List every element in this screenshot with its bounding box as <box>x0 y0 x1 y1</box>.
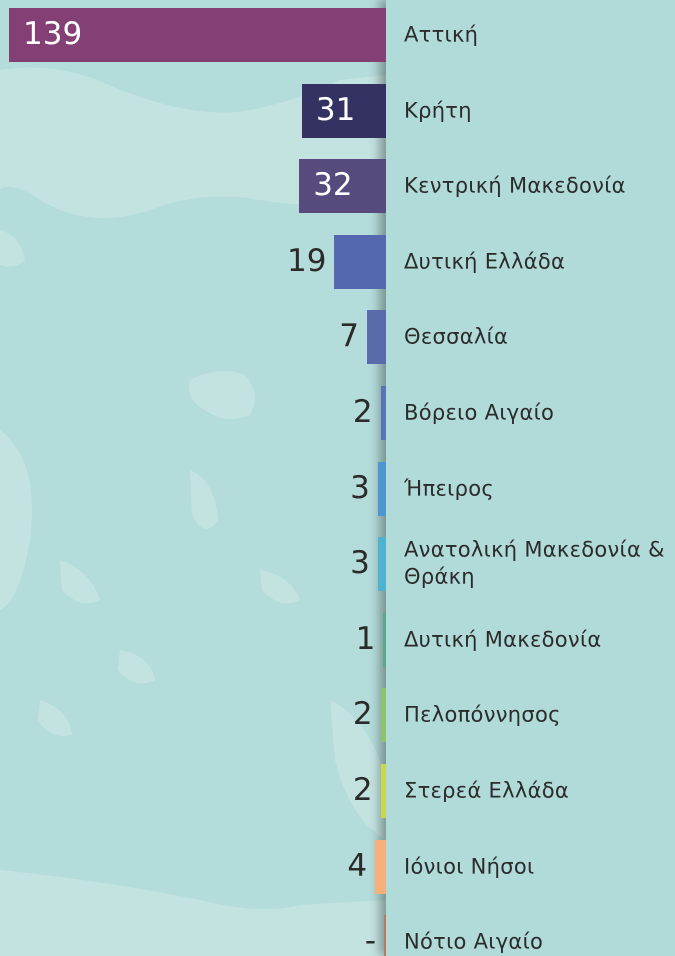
bar <box>334 234 386 289</box>
value-label: - <box>364 923 376 956</box>
bar <box>383 612 386 667</box>
category-label: Βόρειο Αιγαίο <box>404 400 555 425</box>
value-label: 2 <box>352 772 373 808</box>
bar <box>380 764 386 818</box>
bar <box>299 159 386 214</box>
legend-panel <box>386 0 675 956</box>
category-label: Νότιο Αιγαίο <box>404 929 544 954</box>
category-label: Πελοπόννησος <box>404 702 561 727</box>
bar <box>375 839 386 894</box>
bar <box>9 8 386 62</box>
bar <box>384 915 386 956</box>
category-label: Ιόνιοι Νήσοι <box>404 853 535 878</box>
value-label: 3 <box>350 469 370 506</box>
value-label: 31 <box>315 91 356 128</box>
value-label: 2 <box>352 394 373 430</box>
category-label: Αττική <box>404 22 479 47</box>
value-label: 7 <box>339 318 360 355</box>
category-label: Ήπειρος <box>404 475 494 500</box>
bar <box>377 461 386 516</box>
bar <box>380 386 386 440</box>
value-label: 139 <box>23 16 83 52</box>
bar <box>380 688 386 743</box>
category-label: Ανατολική Μακεδονία & Θράκη <box>404 537 665 590</box>
category-label: Κεντρική Μακεδονία <box>404 173 626 198</box>
value-label: 1 <box>355 620 376 657</box>
category-label: Δυτική Μακεδονία <box>404 627 602 652</box>
bar <box>367 310 386 365</box>
category-label: Στερεά Ελλάδα <box>404 778 570 803</box>
bar <box>301 83 386 138</box>
map-background <box>0 67 386 956</box>
value-label: 3 <box>350 545 370 582</box>
category-label: Δυτική Ελλάδα <box>404 249 566 274</box>
bar <box>377 537 386 592</box>
value-label: 4 <box>347 847 368 884</box>
category-label: Θεσσαλία <box>404 324 509 349</box>
value-label: 32 <box>313 167 353 204</box>
value-label: 2 <box>352 696 373 733</box>
category-label: Κρήτη <box>404 97 472 122</box>
value-label: 19 <box>287 242 327 279</box>
